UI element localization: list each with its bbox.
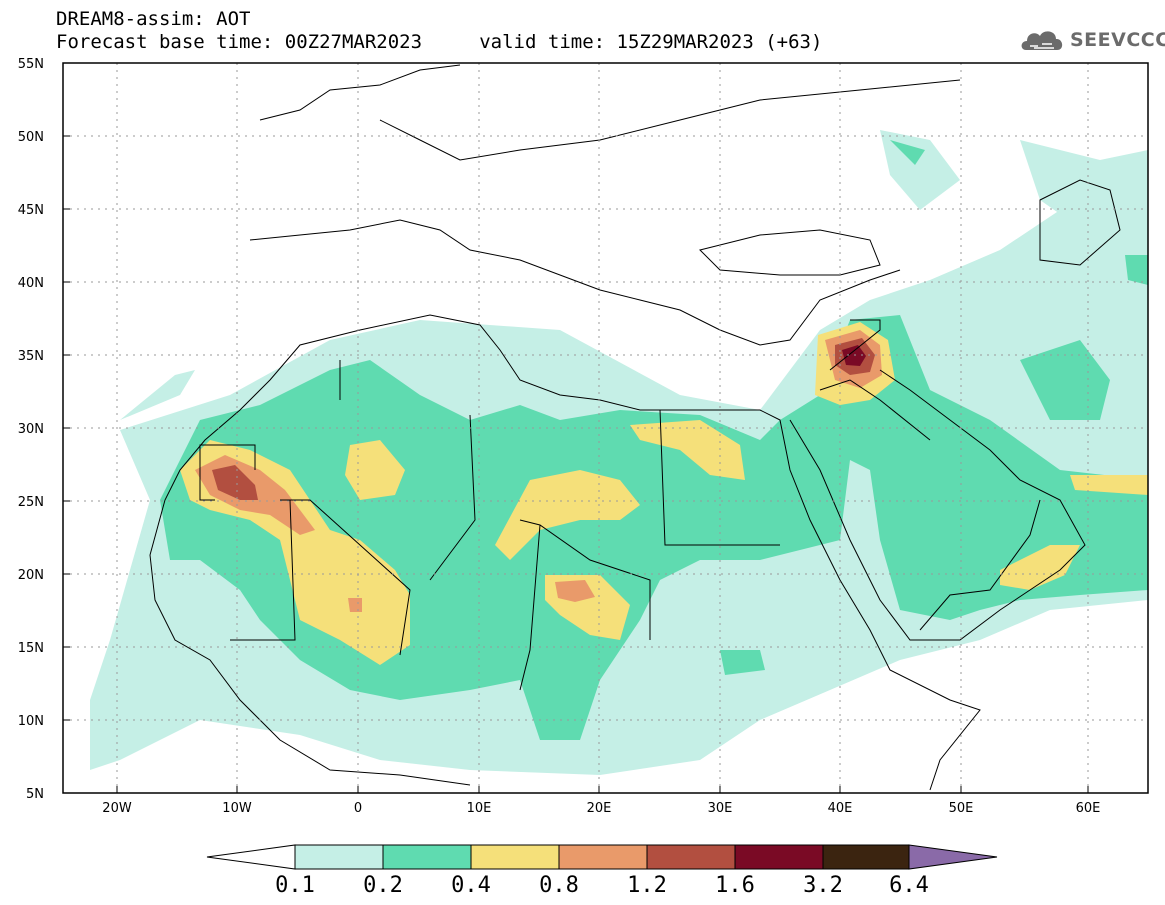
colorbar-bin <box>646 844 736 870</box>
coastline-blacksea <box>699 229 881 276</box>
colorbar-label: 0.8 <box>539 873 579 898</box>
lon-label: 20W <box>102 801 132 816</box>
country-borders <box>199 319 1041 691</box>
lat-label: 50N <box>18 130 44 145</box>
coastlines-and-borders <box>149 64 1121 791</box>
colorbar-bin <box>558 844 648 870</box>
lat-label: 25N <box>18 495 44 510</box>
colorbar-label: 0.4 <box>451 873 491 898</box>
colorbar-label: 6.4 <box>889 873 929 898</box>
seevccc-logo: SEEVCCC <box>1018 24 1165 58</box>
lon-label: 0 <box>354 801 362 816</box>
lon-label: 40E <box>828 801 853 816</box>
colorbar-bin <box>294 844 384 870</box>
logo-text: SEEVCCC <box>1070 29 1165 51</box>
lat-label: 30N <box>18 422 44 437</box>
lon-label: 60E <box>1076 801 1101 816</box>
colorbar-label: 0.2 <box>363 873 403 898</box>
longitude-labels: 20W 10W 0 10E 20E 30E 40E 50E 60E <box>102 801 1100 816</box>
coastline-europe <box>249 219 901 346</box>
colorbar-bin <box>734 844 824 870</box>
lon-label: 30E <box>708 801 733 816</box>
coastline-europe-north <box>259 64 961 161</box>
lat-label: 35N <box>18 349 44 364</box>
graticule-grid <box>63 63 1148 793</box>
lat-label: 10N <box>18 714 44 729</box>
colorbar-label: 1.6 <box>715 873 755 898</box>
colorbar-bin <box>470 844 560 870</box>
colorbar-label: 3.2 <box>803 873 843 898</box>
colorbar-label: 0.1 <box>275 873 315 898</box>
lon-label: 20E <box>587 801 612 816</box>
colorbar-label: 1.2 <box>627 873 667 898</box>
aot-band-1-2 <box>212 465 258 500</box>
coastline-africa <box>149 314 981 791</box>
lon-label: 10E <box>467 801 492 816</box>
axis-ticks <box>63 135 1089 793</box>
lat-label: 20N <box>18 568 44 583</box>
lat-label: 55N <box>18 57 44 72</box>
cloud-icon <box>1021 31 1063 50</box>
lon-label: 10W <box>222 801 252 816</box>
forecast-time-subtitle: Forecast base time: 00Z27MAR2023 valid t… <box>56 31 823 53</box>
colorbar-bin <box>822 844 910 870</box>
coastline-westafrica <box>149 554 471 786</box>
map-title: DREAM8-assim: AOT <box>56 8 251 30</box>
colorbar: 0.1 0.2 0.4 0.8 1.2 1.6 3.2 6.4 <box>206 844 998 898</box>
colorbar-high-arrow <box>908 844 998 870</box>
coastline-arabia <box>789 369 1086 641</box>
colorbar-bin <box>382 844 472 870</box>
lat-label: 45N <box>18 203 44 218</box>
lat-label: 5N <box>26 787 44 802</box>
aot-shading <box>90 130 1148 775</box>
lon-label: 50E <box>949 801 974 816</box>
lat-label: 15N <box>18 641 44 656</box>
latitude-labels: 55N 50N 45N 40N 35N 30N 25N 20N 15N 10N … <box>18 57 44 802</box>
coastline-caspian <box>1039 179 1121 266</box>
colorbar-low-arrow <box>206 844 296 870</box>
lat-label: 40N <box>18 276 44 291</box>
